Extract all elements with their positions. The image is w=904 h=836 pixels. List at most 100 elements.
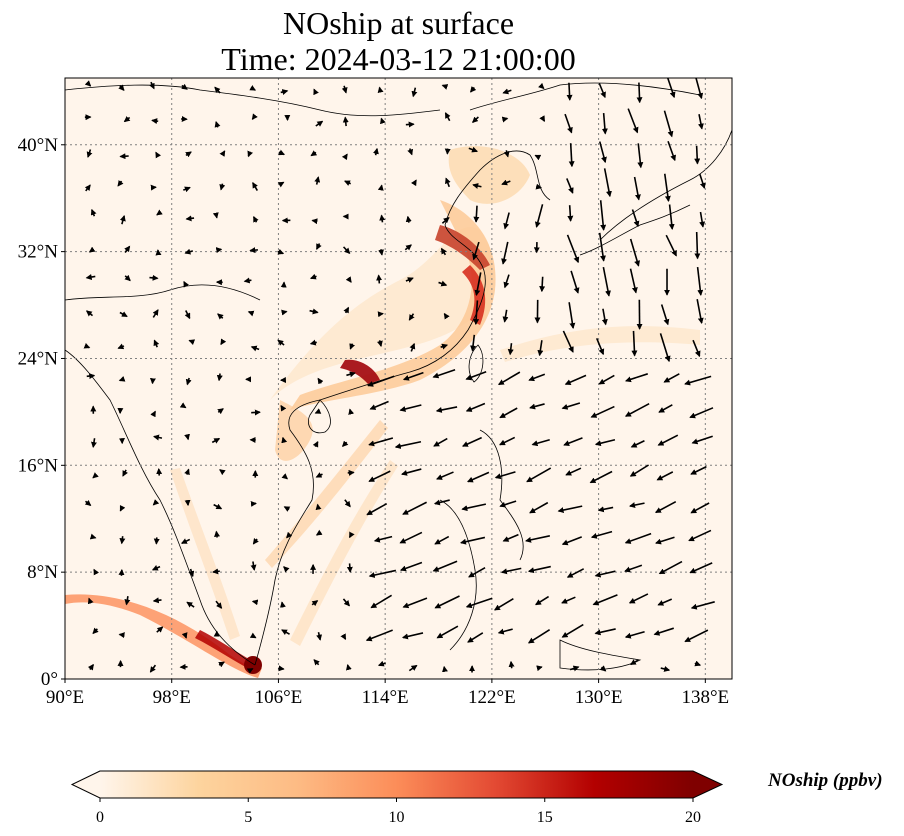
wind-arrow bbox=[473, 205, 480, 223]
wind-arrow bbox=[564, 374, 587, 385]
wind-arrow bbox=[503, 212, 510, 230]
wind-arrow bbox=[566, 178, 574, 194]
wind-arrow bbox=[561, 623, 584, 638]
wind-arrow bbox=[629, 659, 639, 666]
colorbar-tick-label: 10 bbox=[389, 809, 405, 826]
wind-arrow bbox=[373, 147, 379, 156]
lon-tick-label: 122°E bbox=[468, 687, 516, 708]
wind-arrow bbox=[694, 231, 701, 260]
wind-arrow bbox=[696, 266, 704, 296]
wind-arrow bbox=[252, 537, 259, 545]
wind-arrow bbox=[528, 373, 546, 382]
map-title-line1: NOship at surface bbox=[282, 5, 515, 41]
wind-arrow bbox=[377, 184, 384, 191]
colorbar-label: NOship (ppbv) bbox=[768, 770, 883, 791]
wind-arrow bbox=[434, 535, 450, 545]
wind-arrow bbox=[346, 371, 356, 378]
wind-arrow bbox=[465, 597, 493, 609]
wind-arrow bbox=[249, 247, 259, 254]
wind-arrow bbox=[660, 304, 670, 326]
wind-arrow bbox=[250, 561, 257, 571]
wind-arrow bbox=[503, 150, 510, 158]
wind-arrow bbox=[367, 375, 395, 387]
wind-arrow bbox=[180, 538, 191, 544]
wind-arrow bbox=[341, 153, 348, 161]
wind-arrow bbox=[507, 343, 514, 356]
wind-arrow bbox=[345, 663, 352, 671]
wind-arrow bbox=[188, 568, 195, 578]
wind-arrow bbox=[342, 598, 350, 607]
wind-arrow bbox=[394, 440, 422, 449]
wind-arrow bbox=[603, 168, 612, 198]
wind-arrow bbox=[508, 660, 515, 669]
wind-arrow bbox=[347, 469, 355, 476]
wind-arrow bbox=[278, 149, 285, 156]
wind-arrow bbox=[411, 87, 418, 98]
wind-arrow bbox=[153, 434, 163, 441]
wind-arrow bbox=[247, 310, 255, 317]
wind-arrow bbox=[440, 247, 447, 256]
wind-arrow bbox=[601, 113, 608, 135]
wind-arrow bbox=[217, 408, 224, 415]
wind-arrow bbox=[433, 437, 448, 447]
wind-arrow bbox=[629, 502, 645, 509]
wind-arrow bbox=[472, 241, 480, 261]
wind-arrow bbox=[624, 532, 652, 544]
wind-arrow bbox=[249, 632, 257, 639]
wind-arrow bbox=[277, 181, 285, 188]
wind-arrow bbox=[656, 471, 674, 481]
wind-arrow bbox=[501, 179, 511, 186]
wind-arrow bbox=[315, 472, 323, 478]
wind-arrow bbox=[526, 467, 552, 483]
wind-arrow bbox=[473, 300, 480, 326]
wind-arrow bbox=[280, 89, 289, 95]
wind-arrow bbox=[281, 473, 289, 480]
wind-arrow bbox=[404, 244, 412, 251]
wind-arrow bbox=[211, 437, 221, 444]
wind-arrow bbox=[497, 628, 513, 635]
wind-arrow bbox=[569, 665, 580, 672]
wind-arrow bbox=[181, 632, 188, 639]
wind-arrow bbox=[85, 310, 94, 317]
lon-tick-label: 98°E bbox=[153, 687, 191, 708]
lon-tick-label: 138°E bbox=[681, 687, 729, 708]
wind-arrow bbox=[405, 277, 414, 283]
wind-arrow bbox=[117, 343, 125, 350]
wind-arrow bbox=[657, 598, 673, 606]
wind-arrow bbox=[561, 536, 583, 546]
wind-arrow bbox=[474, 272, 482, 297]
wind-arrow bbox=[529, 501, 549, 514]
wind-arrow bbox=[499, 500, 517, 508]
wind-arrow bbox=[565, 467, 582, 476]
wind-arrow bbox=[349, 343, 355, 350]
wind-arrow bbox=[368, 437, 394, 447]
wind-arrow bbox=[251, 113, 258, 121]
lon-tick-label: 130°E bbox=[575, 687, 623, 708]
wind-arrow bbox=[502, 533, 519, 542]
wind-arrow bbox=[493, 598, 514, 611]
wind-arrow bbox=[595, 337, 605, 356]
wind-arrow bbox=[629, 268, 638, 294]
wind-arrow bbox=[557, 505, 583, 514]
wind-arrow bbox=[368, 569, 397, 578]
wind-arrow bbox=[311, 218, 318, 225]
wind-arrow bbox=[499, 407, 518, 419]
wind-arrow bbox=[212, 212, 219, 219]
colorbar: 0 5 10 15 20 bbox=[70, 770, 724, 826]
wind-arrow bbox=[601, 308, 608, 326]
graticule bbox=[65, 78, 732, 679]
wind-arrow bbox=[688, 529, 712, 542]
map-frame bbox=[64, 77, 733, 680]
wind-arrow bbox=[535, 595, 550, 606]
wind-arrow bbox=[380, 117, 386, 125]
wind-arrow bbox=[86, 149, 93, 158]
wind-arrow bbox=[278, 665, 285, 672]
wind-arrow bbox=[90, 208, 97, 217]
wind-arrow bbox=[84, 499, 92, 506]
wind-arrow bbox=[377, 660, 386, 667]
wind-arrow bbox=[566, 568, 585, 578]
wind-arrow bbox=[535, 183, 543, 190]
wind-arrow bbox=[470, 334, 477, 352]
wind-arrow bbox=[251, 599, 259, 606]
